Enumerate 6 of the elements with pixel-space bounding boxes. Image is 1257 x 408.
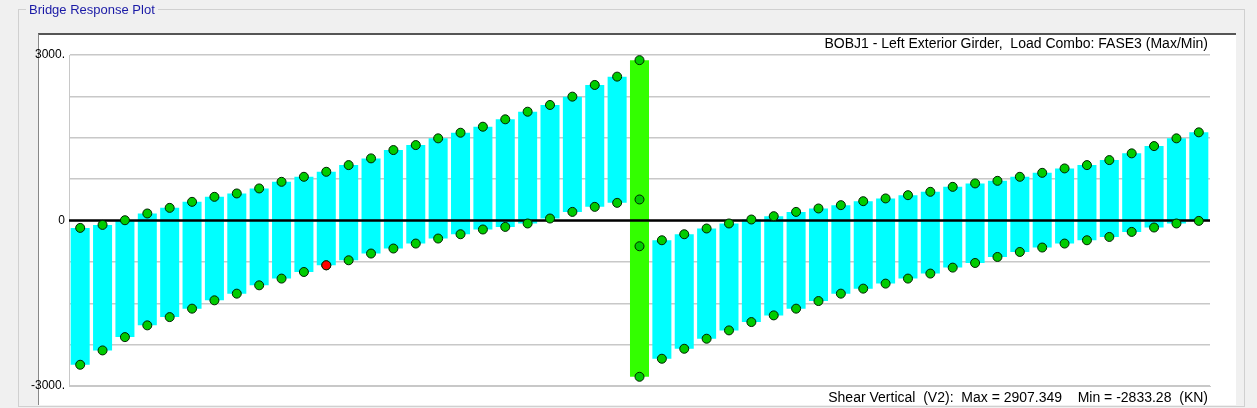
y-tick-label: 3000. [34, 47, 65, 62]
chart-title: Bridge Response Plot [26, 2, 158, 17]
text: BOBJ1 - Left Exterior Girder, Load Combo: FASE3 (Max/Min) [824, 34, 1208, 51]
y-tick-label: 0 [58, 212, 66, 227]
y-tick-label: -3000. [30, 378, 65, 393]
text: Shear Vertical (V2): Max = 2907.349 Min = -2833.28 (KN) [828, 388, 1208, 405]
